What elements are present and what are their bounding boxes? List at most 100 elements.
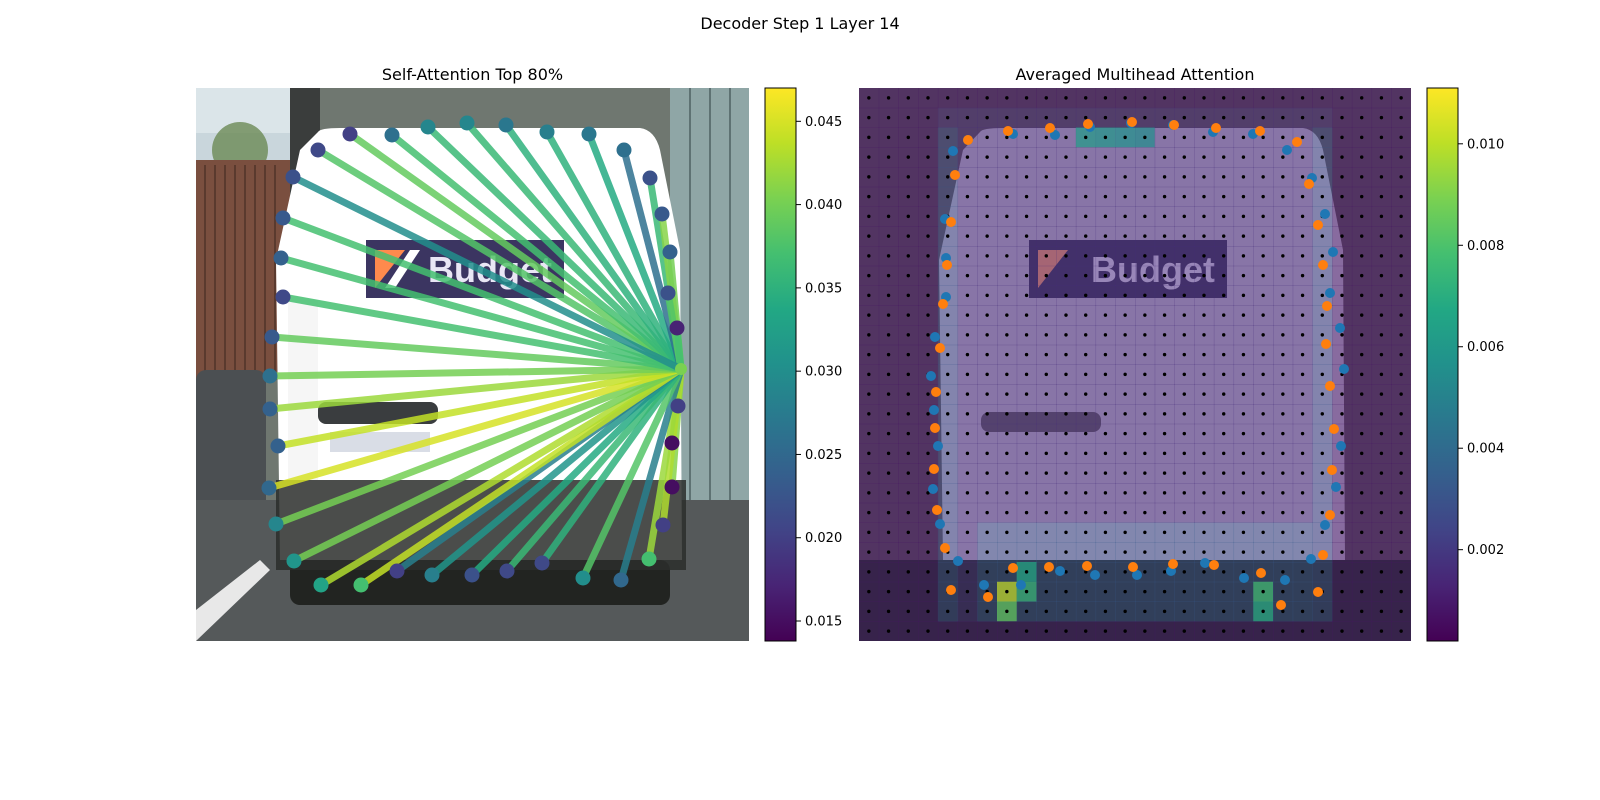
grid-dot (1340, 254, 1344, 258)
grid-dot (1281, 115, 1285, 120)
grid-dot (1084, 530, 1088, 535)
attention-line (271, 333, 682, 373)
grid-dot (867, 214, 871, 219)
grid-dot (1222, 254, 1226, 258)
grid-dot (1103, 451, 1108, 456)
series-point-orange (1209, 560, 1219, 570)
grid-dot (1064, 273, 1068, 278)
grid-dot (985, 333, 989, 337)
grid-dot (926, 570, 930, 574)
grid-dot (1281, 352, 1285, 357)
attention-line (425, 124, 684, 372)
grid-dot (1044, 333, 1048, 337)
grid-dot (1300, 412, 1305, 416)
grid-dot (1123, 609, 1127, 614)
grid-dot (1379, 550, 1384, 554)
grid-dot (1281, 214, 1285, 219)
grid-dot (1261, 214, 1265, 219)
grid-dot (1202, 115, 1206, 120)
grid-dot (1044, 194, 1048, 199)
grid-dot (906, 609, 910, 614)
grid-dot (1084, 254, 1088, 258)
grid-dot (965, 234, 970, 238)
grid-dot (1222, 135, 1226, 140)
grid-dot (1300, 96, 1305, 100)
grid-dot (1379, 175, 1384, 179)
grid-dot (1202, 471, 1206, 475)
grid-dot (1162, 392, 1167, 396)
grid-dot (1123, 491, 1127, 495)
grid-dot (1044, 392, 1048, 396)
grid-dot (1084, 155, 1088, 159)
grid-dot (946, 372, 950, 377)
grid-dot (1241, 313, 1246, 317)
grid-dot (1281, 234, 1285, 238)
grid-dot (1202, 234, 1206, 238)
colorbar-tick-label: 0.006 (1467, 340, 1504, 355)
series-point-orange (929, 464, 939, 474)
grid-dot (946, 392, 950, 396)
series-point-blue (1335, 323, 1345, 333)
grid-dot (1143, 629, 1147, 633)
grid-dot (1182, 313, 1186, 317)
grid-dot (1222, 589, 1226, 594)
grid-dot (886, 392, 891, 396)
grid-dot (1320, 96, 1324, 100)
grid-dot (985, 234, 989, 238)
series-point-orange (1321, 339, 1331, 349)
grid-dot (926, 589, 930, 594)
grid-dot (886, 234, 891, 238)
grid-dot (1024, 550, 1029, 554)
grid-dot (1261, 175, 1265, 179)
series-point-orange (1256, 568, 1266, 578)
series-point-blue (953, 556, 963, 566)
series-point-blue (1320, 209, 1330, 219)
grid-dot (1162, 96, 1167, 100)
grid-dot (1300, 491, 1305, 495)
vertex-point (262, 368, 278, 384)
grid-dot (1241, 392, 1246, 396)
grid-dot (985, 451, 989, 456)
grid-dot (1005, 471, 1009, 475)
grid-dot (1044, 629, 1048, 633)
grid-dot (1222, 214, 1226, 219)
series-point-orange (983, 592, 993, 602)
grid-dot (1182, 471, 1186, 475)
grid-dot (1064, 115, 1068, 120)
grid-dot (1241, 570, 1246, 574)
grid-dot (1222, 155, 1226, 159)
vertex-point (262, 401, 278, 417)
grid-dot (1241, 629, 1246, 633)
series-point-blue (926, 371, 936, 381)
grid-dot (1360, 451, 1364, 456)
grid-dot (946, 431, 950, 436)
grid-dot (1143, 214, 1147, 219)
grid-dot (1044, 234, 1048, 238)
grid-dot (1202, 451, 1206, 456)
grid-dot (1320, 412, 1324, 416)
grid-dot (1024, 471, 1029, 475)
grid-dot (906, 254, 910, 258)
colorbar-tick-label: 0.010 (1467, 137, 1504, 152)
grid-dot (1064, 392, 1068, 396)
colorbar-tick-label: 0.025 (805, 448, 842, 463)
grid-dot (965, 550, 970, 554)
grid-dot (1123, 254, 1127, 258)
grid-dot (1320, 451, 1324, 456)
grid-dot (1261, 629, 1265, 633)
grid-dot (1044, 155, 1048, 159)
grid-dot (1123, 530, 1127, 535)
grid-dot (1320, 135, 1324, 140)
vertex-point (654, 206, 670, 222)
grid-dot (1241, 234, 1246, 238)
grid-dot (1281, 155, 1285, 159)
grid-dot (1300, 293, 1305, 298)
grid-dot (1005, 530, 1009, 535)
grid-dot (1044, 471, 1048, 475)
grid-dot (1162, 234, 1167, 238)
grid-dot (1320, 570, 1324, 574)
grid-dot (906, 491, 910, 495)
grid-dot (1261, 155, 1265, 159)
grid-dot (1123, 431, 1127, 436)
grid-dot (965, 273, 970, 278)
